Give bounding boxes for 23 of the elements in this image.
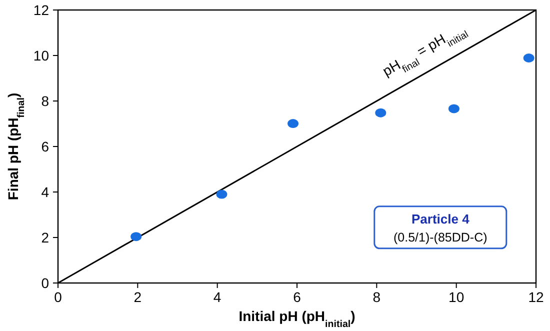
x-tick-label: 12: [528, 289, 544, 305]
point: [288, 119, 299, 128]
y-tick-label: 2: [41, 230, 50, 246]
y-tick-label: 4: [41, 184, 50, 200]
point: [130, 232, 142, 242]
y-tick-label: 0: [41, 275, 50, 291]
y-tick-label: 6: [41, 138, 50, 154]
x-tick-label: 2: [134, 289, 142, 305]
x-axis-title: Initial pH (pH$_{initial}$): [238, 308, 356, 330]
annotation: Particle 4: [411, 211, 470, 226]
x-tick-label: 4: [213, 289, 222, 305]
x-tick-label: 10: [448, 289, 464, 305]
point: [523, 54, 534, 63]
point: [216, 190, 228, 199]
x-tick-label: 0: [54, 289, 62, 305]
x-tick-label: 8: [372, 289, 381, 305]
y-tick-label: 8: [41, 93, 50, 109]
annotation: (0.5/1)-(85DD-C): [394, 230, 488, 244]
y-tick-label: 12: [33, 2, 50, 18]
y-tick-label: 10: [33, 48, 50, 64]
point: [375, 108, 386, 118]
point: [448, 104, 460, 114]
x-tick-label: 6: [293, 289, 302, 305]
